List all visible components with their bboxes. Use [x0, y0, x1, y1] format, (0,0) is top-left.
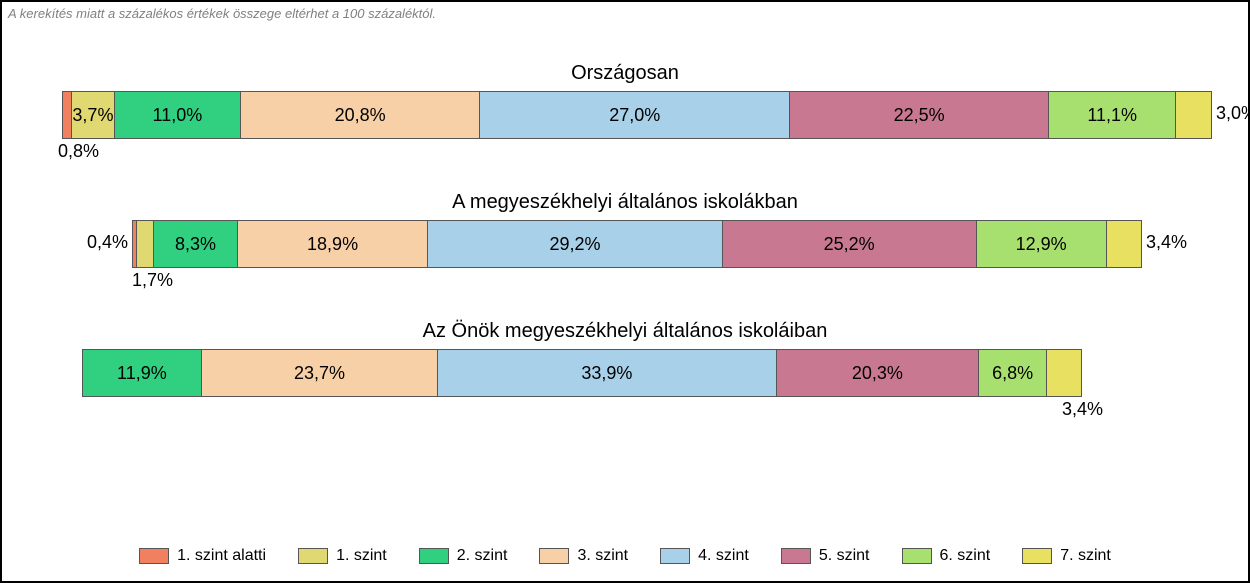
segment-label-external: 3,4%: [1146, 232, 1187, 253]
bar-segment: [137, 221, 154, 267]
footnote-text: A kerekítés miatt a százalékos értékek ö…: [2, 2, 1248, 25]
bar-segment: 27,0%: [480, 92, 790, 138]
segment-label-external: 3,4%: [1062, 399, 1103, 420]
bar-group: Az Önök megyeszékhelyi általános iskolái…: [2, 320, 1248, 421]
legend-label: 5. szint: [819, 547, 870, 565]
segment-label-external: 0,4%: [87, 232, 128, 253]
legend-item: 5. szint: [781, 547, 870, 565]
segment-label: 20,8%: [335, 105, 386, 126]
segment-label-external: 1,7%: [132, 270, 173, 291]
legend-item: 2. szint: [419, 547, 508, 565]
bar-segment: 8,3%: [154, 221, 238, 267]
segment-label: 22,5%: [894, 105, 945, 126]
legend-item: 6. szint: [902, 547, 991, 565]
legend-swatch: [298, 548, 328, 564]
bar-group: Országosan 0,8% 3,0% 3,7% 11,0% 20,8% 27,0% 22,…: [2, 62, 1248, 163]
bars-area: Országosan 0,8% 3,0% 3,7% 11,0% 20,8% 27,0% 22,…: [2, 62, 1248, 449]
segment-label: 3,7%: [72, 105, 113, 126]
segment-label: 27,0%: [609, 105, 660, 126]
segment-label: 11,9%: [117, 363, 167, 384]
segment-label: 29,2%: [549, 234, 600, 255]
bar-segment: 12,9%: [977, 221, 1107, 267]
bar-segment: 22,5%: [790, 92, 1049, 138]
segment-label: 11,1%: [1087, 105, 1137, 126]
bar-segment: 29,2%: [428, 221, 722, 267]
segment-label: 33,9%: [581, 363, 632, 384]
legend-label: 4. szint: [698, 547, 749, 565]
bar-title: Az Önök megyeszékhelyi általános iskolái…: [2, 320, 1248, 343]
bar-segment: 11,1%: [1049, 92, 1177, 138]
legend-swatch: [1022, 548, 1052, 564]
bar-segment: 23,7%: [202, 350, 439, 396]
segment-label: 20,3%: [852, 363, 903, 384]
legend-item: 7. szint: [1022, 547, 1111, 565]
bar-segment: 33,9%: [438, 350, 776, 396]
bar-title: Országosan: [2, 62, 1248, 85]
legend-swatch: [902, 548, 932, 564]
legend-swatch: [539, 548, 569, 564]
stacked-bar: 11,9% 23,7% 33,9% 20,3% 6,8%: [82, 349, 1082, 397]
chart-container: A kerekítés miatt a százalékos értékek ö…: [0, 0, 1250, 583]
bar-segment: 20,3%: [777, 350, 980, 396]
legend-swatch: [660, 548, 690, 564]
bar-wrap: 0,4%1,7%3,4%8,3%18,9%29,2%25,2%12,9%: [132, 220, 1142, 292]
legend-label: 1. szint: [336, 547, 387, 565]
bar-segment: 25,2%: [723, 221, 977, 267]
segment-label: 23,7%: [294, 363, 345, 384]
legend-label: 6. szint: [940, 547, 991, 565]
segment-label: 8,3%: [175, 234, 216, 255]
segment-label-external: 0,8%: [58, 141, 99, 162]
legend-label: 2. szint: [457, 547, 508, 565]
legend-label: 1. szint alatti: [177, 547, 266, 565]
segment-label: 11,0%: [153, 105, 203, 126]
bar-group: A megyeszékhelyi általános iskolákban 0,4…: [2, 191, 1248, 292]
bar-segment: [1107, 221, 1141, 267]
legend-swatch: [781, 548, 811, 564]
legend-swatch: [139, 548, 169, 564]
segment-label: 6,8%: [992, 363, 1033, 384]
stacked-bar: 8,3% 18,9% 29,2% 25,2% 12,9%: [132, 220, 1142, 268]
bar-segment: 20,8%: [241, 92, 480, 138]
segment-label: 12,9%: [1016, 234, 1067, 255]
bar-segment: 3,7%: [72, 92, 115, 138]
legend-item: 3. szint: [539, 547, 628, 565]
bar-segment: 11,0%: [115, 92, 241, 138]
segment-label: 18,9%: [307, 234, 358, 255]
segment-label-external: 3,0%: [1216, 103, 1250, 124]
bar-segment: [1047, 350, 1081, 396]
legend-label: 7. szint: [1060, 547, 1111, 565]
segment-label: 25,2%: [824, 234, 875, 255]
bar-segment: 18,9%: [238, 221, 429, 267]
bar-segment: 11,9%: [83, 350, 202, 396]
stacked-bar: 3,7% 11,0% 20,8% 27,0% 22,5% 11,1%: [62, 91, 1212, 139]
legend: 1. szint alatti 1. szint 2. szint 3. szint 4…: [2, 547, 1248, 565]
legend-item: 1. szint alatti: [139, 547, 266, 565]
bar-wrap: 0,8%3,0%3,7%11,0%20,8%27,0%22,5%11,1%: [62, 91, 1212, 163]
legend-swatch: [419, 548, 449, 564]
legend-item: 1. szint: [298, 547, 387, 565]
legend-label: 3. szint: [577, 547, 628, 565]
bar-segment: [63, 92, 72, 138]
bar-wrap: 3,4%11,9%23,7%33,9%20,3%6,8%: [82, 349, 1082, 421]
legend-item: 4. szint: [660, 547, 749, 565]
bar-segment: 6,8%: [979, 350, 1047, 396]
bar-title: A megyeszékhelyi általános iskolákban: [2, 191, 1248, 214]
bar-segment: [1176, 92, 1210, 138]
